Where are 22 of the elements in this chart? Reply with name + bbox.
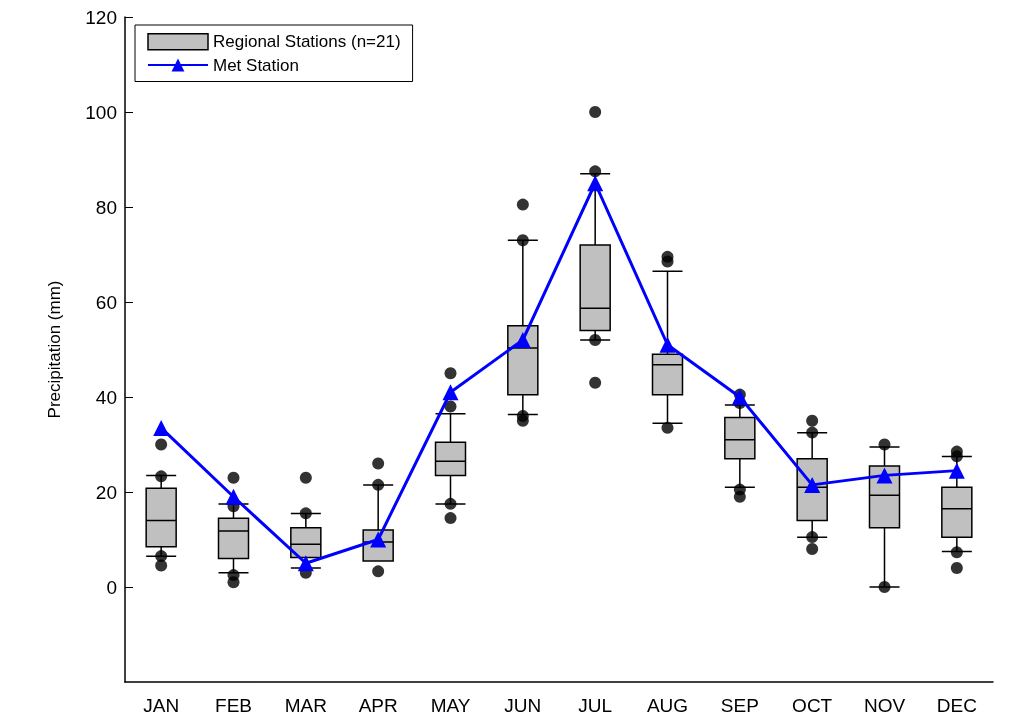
- x-tick-label: OCT: [792, 695, 833, 716]
- y-tick-label: 20: [95, 481, 117, 503]
- x-tick-label: MAR: [284, 695, 327, 716]
- x-tick-label: SEP: [720, 695, 759, 716]
- x-tick-label: FEB: [215, 695, 252, 716]
- x-tick-label: JUN: [504, 695, 542, 716]
- y-tick-label: 0: [106, 576, 117, 598]
- y-tick-label: 120: [85, 6, 117, 28]
- y-tick-label: 80: [95, 196, 117, 218]
- x-tick-label: NOV: [863, 695, 906, 716]
- legend-label: Regional Stations (n=21): [213, 32, 401, 52]
- legend-label: Met Station: [213, 55, 299, 75]
- x-tick-label: DEC: [936, 695, 977, 716]
- x-tick-label: MAY: [430, 695, 471, 716]
- x-tick-label: AUG: [646, 695, 689, 716]
- y-tick-label: 60: [95, 291, 117, 313]
- x-tick-label: JUL: [578, 695, 613, 716]
- y-tick-label: 40: [95, 386, 117, 408]
- y-tick-label: 100: [85, 101, 117, 123]
- y-axis-title: Precipitation (mm): [45, 280, 64, 419]
- x-tick-label: APR: [358, 695, 398, 716]
- x-tick-label: JAN: [143, 695, 180, 716]
